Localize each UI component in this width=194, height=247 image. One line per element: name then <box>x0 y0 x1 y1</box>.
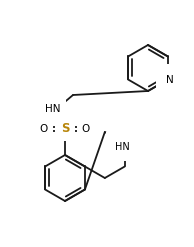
Text: O: O <box>82 124 90 134</box>
Text: O: O <box>40 124 48 134</box>
Text: HN: HN <box>45 104 61 114</box>
Text: HN: HN <box>115 142 130 151</box>
Text: N: N <box>166 75 174 84</box>
Text: S: S <box>61 123 69 136</box>
